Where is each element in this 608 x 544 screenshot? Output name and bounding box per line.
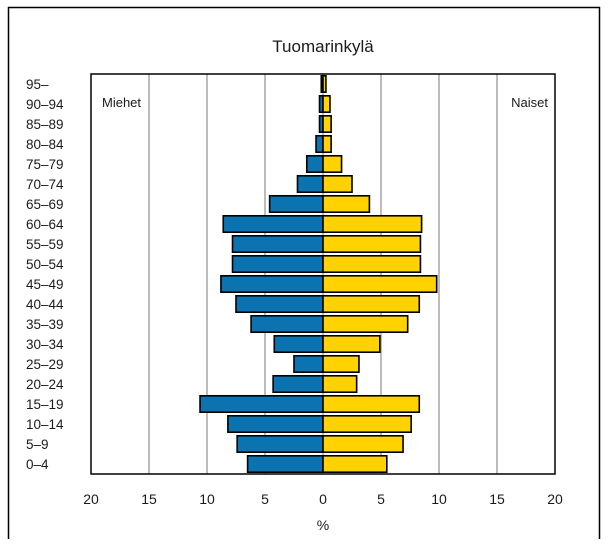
age-group-label: 5–9 (26, 437, 49, 452)
bar-naiset (322, 334, 381, 353)
legend-naiset: Naiset (511, 95, 548, 110)
x-tick-label: 10 (199, 491, 215, 507)
age-group-label: 70–74 (26, 177, 64, 192)
bar-miehet (250, 314, 324, 333)
x-tick-label: 20 (83, 491, 99, 507)
bar-naiset (322, 95, 331, 114)
bar-naiset (322, 115, 332, 134)
plot-frame (90, 73, 556, 475)
bar-miehet (305, 155, 324, 174)
bar-naiset (322, 235, 422, 254)
bars (199, 75, 438, 473)
x-tick-label: 15 (489, 491, 505, 507)
bar-miehet (199, 394, 324, 413)
chart-title: Tuomarinkylä (272, 37, 374, 56)
x-tick-label: 5 (261, 491, 269, 507)
age-group-label: 55–59 (26, 237, 64, 252)
age-group-label: 10–14 (26, 417, 64, 432)
bar-miehet (268, 195, 324, 214)
legend-miehet: Miehet (102, 95, 141, 110)
x-tick-label: 0 (319, 491, 327, 507)
bar-miehet (222, 215, 324, 234)
bar-miehet (246, 454, 324, 473)
x-tick-label: 10 (431, 491, 447, 507)
age-group-label: 0–4 (26, 457, 49, 472)
x-tick-label: 15 (141, 491, 157, 507)
age-group-label: 65–69 (26, 197, 64, 212)
bar-naiset (322, 175, 353, 194)
bar-naiset (322, 135, 332, 154)
age-group-label: 45–49 (26, 277, 64, 292)
bar-miehet (273, 334, 324, 353)
bar-miehet (296, 175, 324, 194)
bar-naiset (322, 354, 360, 373)
age-group-label: 80–84 (26, 137, 64, 152)
bar-naiset (322, 155, 343, 174)
bar-miehet (236, 434, 324, 453)
bar-naiset (322, 414, 412, 433)
bar-miehet (293, 354, 324, 373)
age-group-label: 40–44 (26, 297, 64, 312)
x-axis-tick-labels: 20 15 10 5 0 5 10 15 20 (83, 491, 563, 507)
x-tick-label: 5 (377, 491, 385, 507)
age-group-label: 90–94 (26, 97, 64, 112)
bar-naiset (322, 274, 438, 293)
age-group-label: 35–39 (26, 317, 64, 332)
bar-miehet (231, 235, 324, 254)
bar-naiset (322, 255, 422, 274)
bar-naiset (322, 454, 388, 473)
bar-naiset (322, 75, 327, 94)
age-group-label: 75–79 (26, 157, 64, 172)
age-group-label: 20–24 (26, 377, 64, 392)
bar-miehet (220, 274, 324, 293)
bar-naiset (322, 215, 423, 234)
bar-naiset (322, 374, 358, 393)
y-axis-labels: 0–4 5–9 10–14 15–19 20–24 25–29 30–34 35–39 40–4… (26, 77, 64, 472)
bar-naiset (322, 434, 404, 453)
age-group-label: 15–19 (26, 397, 64, 412)
age-group-label: 60–64 (26, 217, 64, 232)
age-group-label: 85–89 (26, 117, 64, 132)
age-group-label: 50–54 (26, 257, 64, 272)
bar-naiset (322, 314, 409, 333)
bar-naiset (322, 294, 421, 313)
bar-naiset (322, 394, 421, 413)
age-group-label: 25–29 (26, 357, 64, 372)
bar-miehet (235, 294, 324, 313)
age-group-label: 95– (26, 77, 49, 92)
x-tick-label: 20 (547, 491, 563, 507)
x-axis-label: % (317, 517, 329, 533)
bar-miehet (227, 414, 324, 433)
bar-miehet (231, 255, 324, 274)
bar-naiset (322, 195, 371, 214)
age-group-label: 30–34 (26, 337, 64, 352)
bar-miehet (315, 135, 324, 154)
bar-miehet (272, 374, 324, 393)
